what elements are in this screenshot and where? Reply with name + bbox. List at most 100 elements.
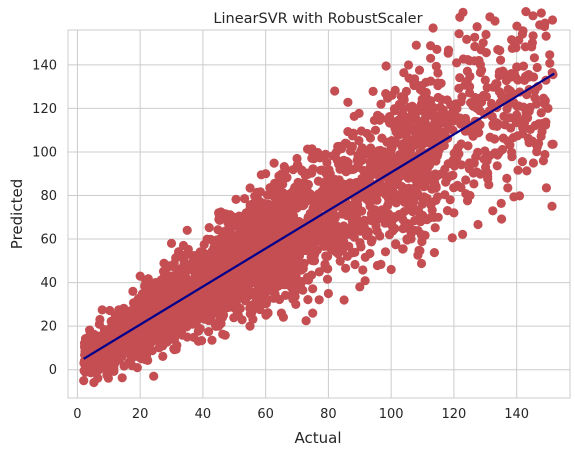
scatter-point: [110, 321, 120, 331]
scatter-point: [433, 192, 443, 202]
scatter-point: [440, 128, 450, 138]
scatter-point: [399, 68, 409, 78]
scatter-point: [428, 23, 438, 33]
scatter-point: [455, 12, 465, 22]
scatter-point: [384, 198, 394, 208]
scatter-point: [319, 241, 329, 251]
scatter-point: [343, 97, 353, 107]
scatter-point: [479, 154, 489, 164]
scatter-point: [391, 240, 401, 250]
scatter-point: [483, 168, 493, 178]
x-tick-label: 100: [379, 407, 404, 422]
scatter-point: [308, 164, 318, 174]
scatter-point: [341, 167, 351, 177]
scatter-point: [339, 155, 349, 165]
scatter-point: [146, 286, 156, 296]
scatter-point: [503, 183, 513, 193]
y-tick-label: 100: [32, 145, 57, 160]
scatter-point: [321, 212, 331, 222]
scatter-point: [189, 332, 199, 342]
y-tick-label: 0: [49, 363, 57, 378]
scatter-point: [141, 304, 151, 314]
scatter-point: [200, 260, 210, 270]
scatter-point: [398, 109, 408, 119]
scatter-point: [199, 239, 209, 250]
scatter-point: [474, 99, 484, 109]
scatter-point: [339, 295, 349, 305]
scatter-point: [330, 222, 340, 232]
scatter-point: [499, 111, 509, 121]
scatter-point: [367, 159, 377, 169]
scatter-point: [135, 271, 145, 281]
scatter-point: [402, 134, 412, 144]
scatter-point: [276, 271, 286, 281]
scatter-point: [277, 207, 287, 217]
scatter-point: [286, 201, 296, 211]
scatter-point: [275, 251, 285, 261]
x-tick-label: 140: [504, 407, 529, 422]
scatter-point: [454, 113, 464, 123]
fit-line: [83, 72, 555, 360]
scatter-point: [262, 226, 272, 237]
scatter-point: [127, 347, 137, 357]
scatter-point: [280, 290, 291, 300]
scatter-point: [345, 146, 356, 156]
y-tick-label: 80: [40, 189, 57, 204]
scatter-point: [297, 277, 307, 287]
x-tick-label: 120: [441, 407, 466, 422]
scatter-point: [512, 21, 522, 31]
scatter-point: [470, 124, 480, 134]
scatter-point: [297, 265, 307, 275]
scatter-point: [278, 243, 289, 253]
scatter-point: [490, 134, 500, 144]
scatter-point: [490, 148, 500, 158]
scatter-point: [465, 158, 475, 168]
scatter-point: [376, 99, 386, 109]
x-tick-label: 20: [132, 407, 149, 422]
scatter-point: [381, 89, 391, 99]
scatter-point: [251, 293, 261, 303]
y-tick-label: 60: [40, 233, 57, 248]
scatter-point: [342, 211, 352, 221]
scatter-point: [469, 179, 479, 189]
scatter-point: [162, 298, 172, 308]
scatter-point: [365, 133, 375, 143]
scatter-point: [528, 158, 539, 168]
scatter-point: [175, 324, 185, 335]
scatter-point: [335, 256, 345, 266]
scatter-point: [103, 373, 113, 383]
scatter-point: [497, 144, 508, 155]
scatter-point: [341, 202, 351, 212]
scatter-point: [322, 157, 332, 168]
scatter-point: [410, 140, 420, 150]
scatter-point: [404, 102, 414, 112]
scatter-point: [449, 208, 459, 218]
scatter-point: [207, 335, 217, 345]
scatter-point: [231, 194, 241, 204]
scatter-point: [372, 226, 382, 236]
scatter-point: [290, 286, 301, 296]
scatter-point: [123, 333, 133, 343]
scatter-point: [492, 161, 502, 171]
scatter-point: [433, 212, 443, 222]
scatter-point: [323, 195, 333, 205]
scatter-point: [82, 365, 92, 375]
scatter-point: [350, 259, 360, 270]
scatter-point: [545, 58, 555, 68]
scatter-point: [306, 209, 316, 219]
scatter-point: [195, 305, 205, 315]
scatter-point: [493, 45, 503, 55]
scatter-point: [399, 207, 409, 217]
y-tick-labels: 0 20 40 60 80 100 120 140: [32, 58, 57, 378]
scatter-point: [196, 275, 206, 285]
scatter-point: [307, 221, 317, 231]
y-tick-label: 120: [32, 102, 57, 117]
scatter-point: [456, 97, 466, 107]
scatter-point: [240, 194, 250, 204]
scatter-point: [239, 214, 249, 224]
scatter-point: [527, 136, 538, 146]
scatter-point: [218, 287, 228, 298]
scatter-point: [410, 171, 420, 182]
scatter-point: [288, 294, 298, 304]
scatter-point: [474, 55, 484, 66]
